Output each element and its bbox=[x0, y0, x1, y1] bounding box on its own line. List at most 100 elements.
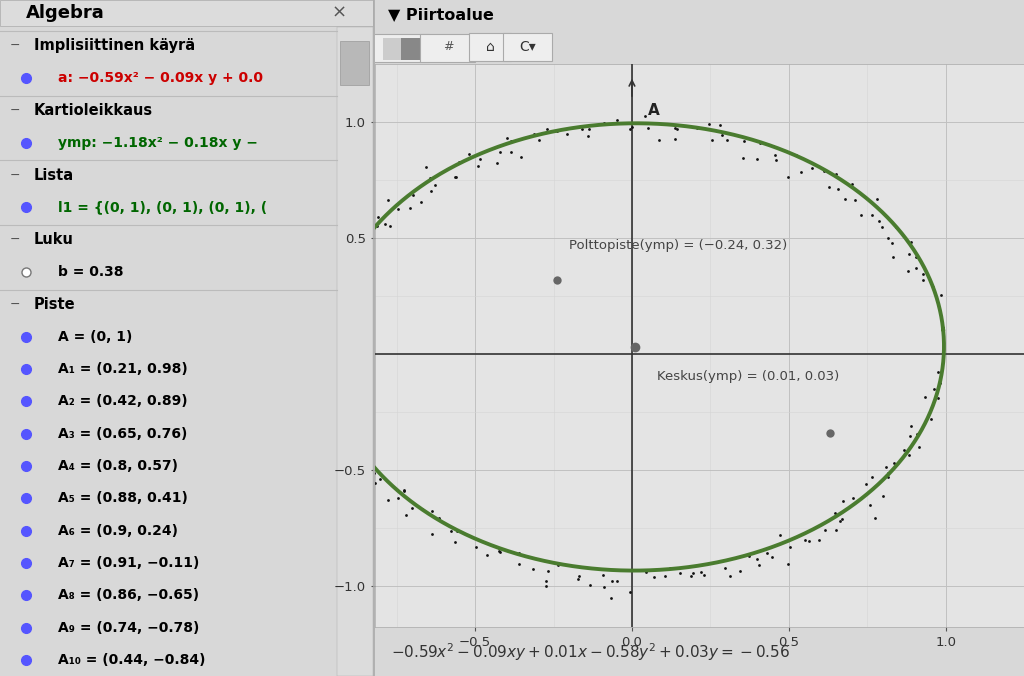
Point bbox=[932, 378, 948, 389]
Point bbox=[559, 128, 575, 139]
Point bbox=[900, 249, 916, 260]
Point bbox=[804, 163, 820, 174]
Point bbox=[735, 153, 752, 164]
Point bbox=[624, 122, 640, 132]
Point bbox=[853, 210, 869, 220]
Text: A = (0, 1): A = (0, 1) bbox=[57, 330, 132, 343]
Point bbox=[596, 118, 612, 128]
Text: A₅ = (0.88, 0.41): A₅ = (0.88, 0.41) bbox=[57, 491, 187, 505]
Point bbox=[358, 462, 375, 473]
Text: Lista: Lista bbox=[34, 168, 74, 183]
Point bbox=[884, 237, 900, 248]
Point bbox=[310, 318, 327, 329]
Point bbox=[446, 172, 463, 183]
Point bbox=[926, 383, 942, 394]
Text: Piste: Piste bbox=[34, 297, 75, 312]
Point bbox=[835, 513, 851, 524]
Point bbox=[451, 157, 467, 168]
Point bbox=[864, 210, 881, 220]
Point bbox=[369, 220, 385, 231]
Point bbox=[570, 571, 587, 581]
Point bbox=[418, 162, 434, 172]
Point bbox=[318, 368, 335, 379]
Point bbox=[413, 196, 429, 207]
Point bbox=[367, 478, 383, 489]
Point bbox=[380, 494, 396, 505]
Text: A₉ = (0.74, −0.78): A₉ = (0.74, −0.78) bbox=[57, 621, 199, 635]
Point bbox=[752, 137, 768, 148]
Point bbox=[490, 546, 507, 556]
Point bbox=[741, 551, 758, 562]
Text: A₄ = (0.8, 0.57): A₄ = (0.8, 0.57) bbox=[57, 459, 178, 473]
Point bbox=[377, 219, 393, 230]
Point bbox=[488, 158, 505, 168]
Point bbox=[622, 124, 638, 135]
Point bbox=[390, 492, 407, 503]
Point bbox=[431, 512, 447, 523]
Point bbox=[923, 404, 939, 414]
Point bbox=[684, 568, 700, 579]
Point bbox=[596, 581, 612, 592]
Point bbox=[752, 560, 768, 571]
Point bbox=[493, 547, 509, 558]
FancyBboxPatch shape bbox=[504, 33, 552, 61]
Point bbox=[817, 525, 834, 536]
Point bbox=[447, 172, 464, 183]
Point bbox=[316, 291, 333, 301]
Point bbox=[332, 444, 348, 455]
Point bbox=[525, 128, 542, 139]
FancyBboxPatch shape bbox=[383, 37, 402, 60]
Point bbox=[328, 306, 344, 316]
Point bbox=[880, 467, 896, 478]
Text: ▼ Piirtoalue: ▼ Piirtoalue bbox=[388, 7, 494, 22]
Text: a: −0.59x² − 0.09x y + 0.0: a: −0.59x² − 0.09x y + 0.0 bbox=[57, 71, 263, 85]
Point bbox=[646, 572, 663, 583]
Point bbox=[372, 473, 388, 484]
Point bbox=[389, 203, 406, 214]
Point bbox=[797, 535, 813, 546]
Point bbox=[321, 335, 337, 346]
Point bbox=[462, 531, 478, 541]
Point bbox=[511, 559, 527, 570]
Point bbox=[364, 225, 380, 236]
Point bbox=[602, 592, 618, 603]
Point bbox=[322, 352, 338, 363]
Point bbox=[317, 342, 334, 353]
Point bbox=[787, 150, 804, 161]
Point bbox=[930, 383, 946, 394]
Point bbox=[315, 400, 332, 410]
Text: A₇ = (0.91, −0.11): A₇ = (0.91, −0.11) bbox=[57, 556, 199, 570]
Point bbox=[930, 366, 946, 377]
Point bbox=[914, 275, 931, 286]
Point bbox=[871, 216, 888, 227]
Point bbox=[688, 123, 705, 134]
Point bbox=[780, 558, 797, 569]
Point bbox=[468, 542, 484, 553]
Point bbox=[380, 195, 396, 206]
Point bbox=[464, 531, 480, 542]
Point bbox=[886, 457, 902, 468]
Point bbox=[781, 542, 798, 553]
Point bbox=[330, 277, 346, 288]
Point bbox=[347, 267, 364, 278]
Point bbox=[759, 548, 775, 558]
Point bbox=[831, 516, 848, 527]
FancyBboxPatch shape bbox=[469, 33, 511, 61]
Point bbox=[650, 134, 667, 145]
Point bbox=[337, 236, 353, 247]
Point bbox=[835, 496, 851, 507]
Point bbox=[472, 153, 488, 164]
Point bbox=[397, 510, 414, 521]
Point bbox=[703, 135, 720, 145]
Point bbox=[879, 462, 895, 473]
Point bbox=[827, 168, 844, 179]
Point bbox=[700, 118, 717, 129]
Point bbox=[540, 565, 556, 576]
Point bbox=[764, 552, 780, 562]
Text: Kartioleikkaus: Kartioleikkaus bbox=[34, 103, 153, 118]
Point bbox=[490, 543, 507, 554]
Point bbox=[736, 136, 753, 147]
Point bbox=[550, 560, 566, 571]
Point bbox=[844, 179, 860, 190]
Point bbox=[816, 166, 833, 177]
